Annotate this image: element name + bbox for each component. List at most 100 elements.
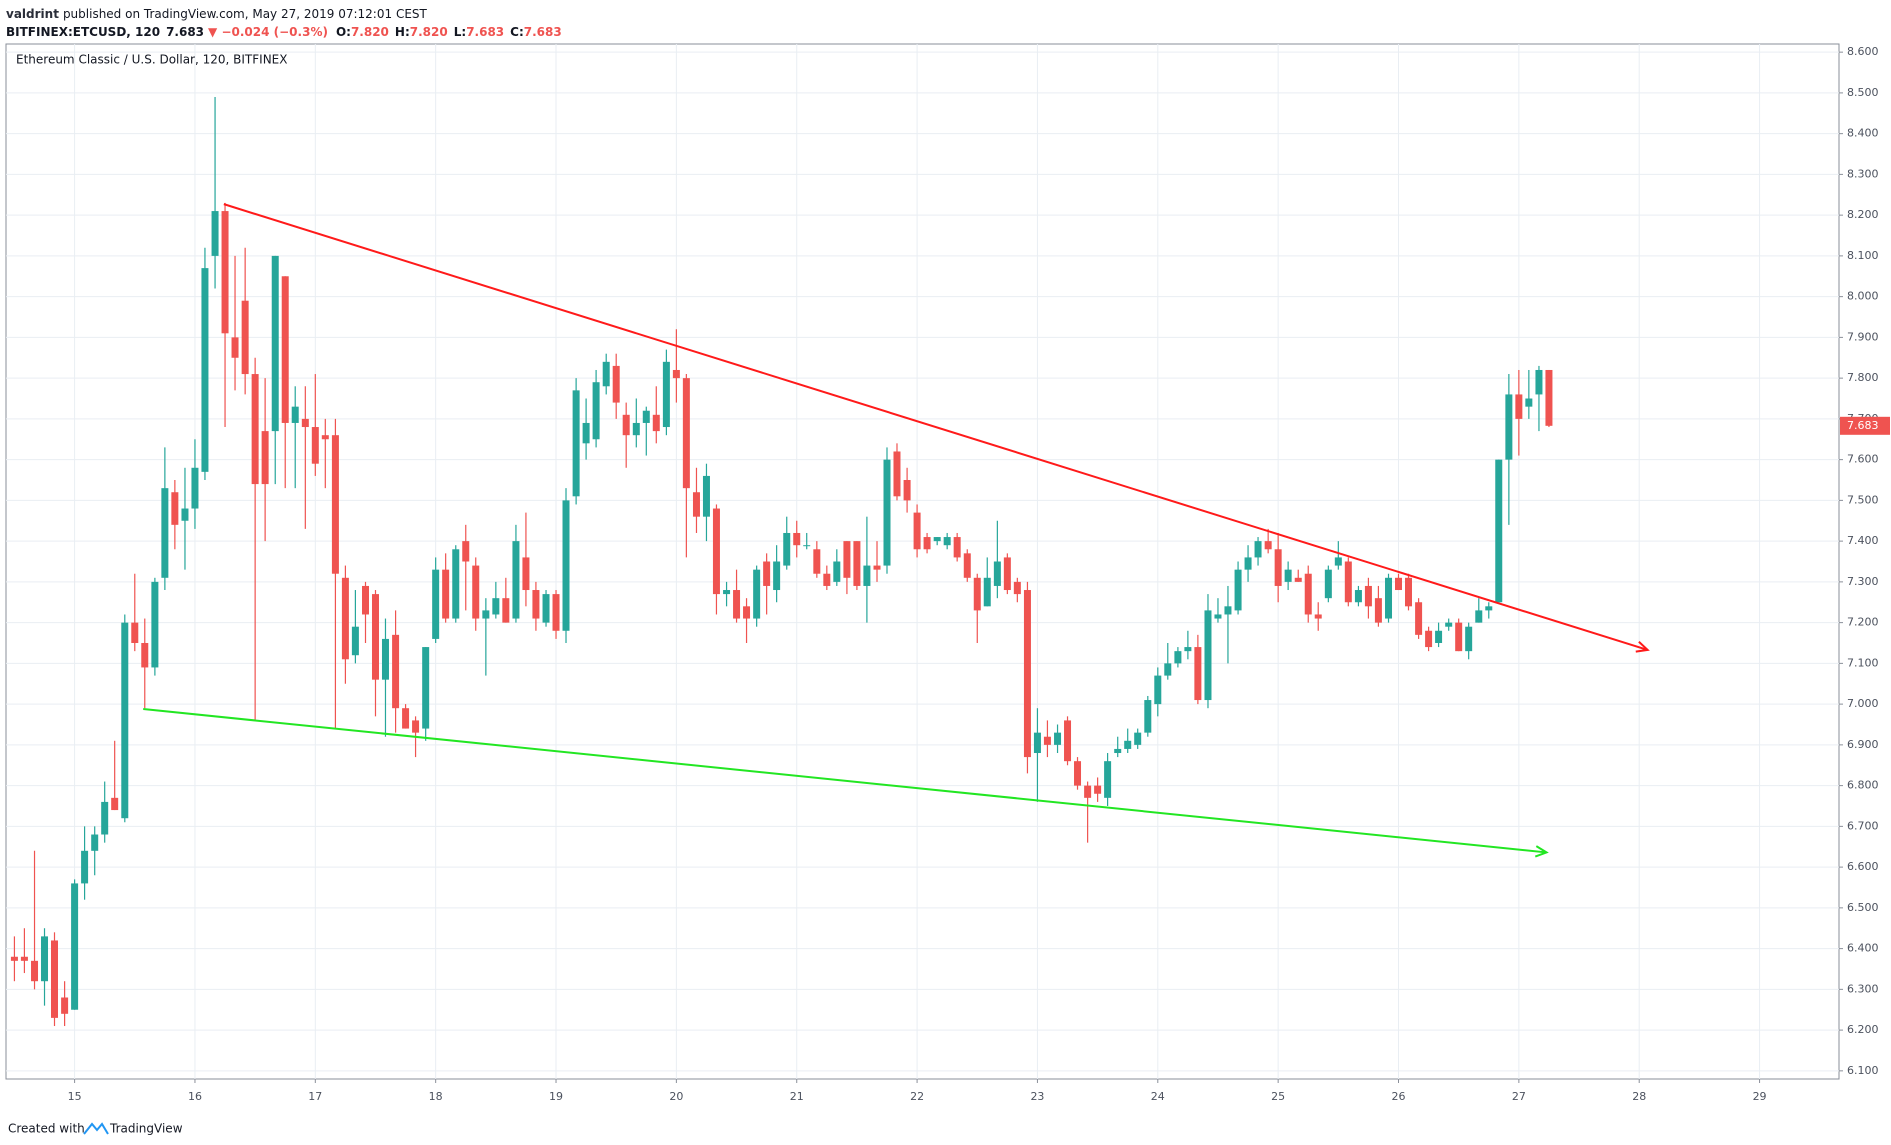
y-tick-label: 7.400 [1847,534,1879,547]
ohlc: O:7.820 H:7.820 L:7.683 C:7.683 [336,25,562,39]
candle-body [542,594,550,623]
x-tick-label: 15 [68,1090,82,1103]
candle-body [1003,557,1011,591]
candle-body [241,300,249,375]
candle-body [1395,577,1403,591]
candle-body [361,585,369,615]
change: ▼ −0.024 (−0.3%) [208,25,328,39]
candle-body [31,960,39,982]
candle-body [381,638,389,680]
ohlc-value: 7.820 [351,25,389,39]
candle-body [1204,610,1212,701]
candle-body [10,956,18,961]
x-tick-label: 24 [1151,1090,1165,1103]
candle-body [211,211,219,256]
y-tick-label: 7.200 [1847,616,1879,629]
y-tick-label: 7.500 [1847,493,1879,506]
candle-body [392,634,400,709]
candle-body [1495,459,1503,603]
candle-body [1545,369,1553,426]
y-tick-label: 7.600 [1847,453,1879,466]
candle-body [271,255,279,432]
trend-arrow [1534,845,1549,858]
candle-body [572,390,580,497]
candle-body [793,532,801,546]
candle-body [582,422,590,444]
candle-body [1505,394,1513,460]
candle-body [51,940,59,1018]
candle-body [231,337,239,358]
candle-body [1304,573,1312,615]
candle-body [803,545,811,547]
trend-arrow [1635,640,1650,653]
candle-body [783,532,791,566]
candle-body [1435,630,1443,643]
candle-body [682,378,690,489]
candle-body [843,541,851,578]
footer-brand[interactable]: TradingView [109,1122,183,1136]
candle-body [412,720,420,733]
candle-body [341,577,349,660]
y-tick-label: 6.200 [1847,1023,1879,1036]
ohlc-value: 7.820 [410,25,448,39]
author[interactable]: valdrint [6,7,59,21]
candle-body [512,541,520,619]
candle-body [1054,732,1062,745]
y-tick-label: 7.800 [1847,371,1879,384]
candle-body [1214,614,1222,619]
candle-body [1144,700,1152,733]
candle-body [733,590,741,619]
candle-body [1234,569,1242,611]
candle-body [953,537,961,558]
candle-body [351,626,359,656]
last: 7.683 [166,25,204,39]
candle-body [20,956,28,961]
y-tick-label: 6.600 [1847,860,1879,873]
candle-body [462,541,470,562]
candle-body [602,361,610,387]
candle-body [1264,541,1272,550]
candle-body [1274,549,1282,586]
ohlc-label: C: [510,25,524,39]
candle-body [1404,577,1412,607]
candle-body [973,577,981,611]
candle-body [1013,581,1021,595]
y-tick-label: 6.700 [1847,819,1879,832]
marks [10,96,1650,1027]
candle-body [1374,598,1382,623]
logo [83,1122,109,1135]
candle-body [712,508,720,595]
candle-body [983,577,991,607]
y-tick-label: 8.000 [1847,290,1879,303]
ohlc-value: 7.683 [524,25,562,39]
candle-body [1114,748,1122,754]
candle-body [61,997,69,1014]
candle-body [1364,585,1372,607]
x-tick-label: 28 [1632,1090,1646,1103]
candle-body [1254,541,1262,558]
candle-body [1445,622,1453,627]
candle-body [251,374,259,485]
candle-body [522,557,530,591]
y-tick-label: 6.500 [1847,901,1879,914]
candle-body [823,573,831,586]
candle-body [1164,663,1172,676]
candle-body [1385,577,1393,619]
candle-body [1194,647,1202,701]
trend-line [143,708,1547,854]
candle-body [331,435,339,574]
y-tick-label: 8.600 [1847,45,1879,58]
candle-body [1415,602,1423,635]
x-tick-label: 27 [1512,1090,1526,1103]
candle-body [1084,785,1092,798]
candle-body [763,561,771,586]
candle-body [933,537,941,542]
candle-body [1334,557,1342,566]
candle-body [151,581,159,668]
candle-body [692,492,700,517]
candle-body [612,365,620,403]
ohlc-value: 7.683 [466,25,504,39]
candle-body [1515,394,1523,419]
ohlc-label: L: [454,25,466,39]
x-tick-label: 17 [308,1090,322,1103]
